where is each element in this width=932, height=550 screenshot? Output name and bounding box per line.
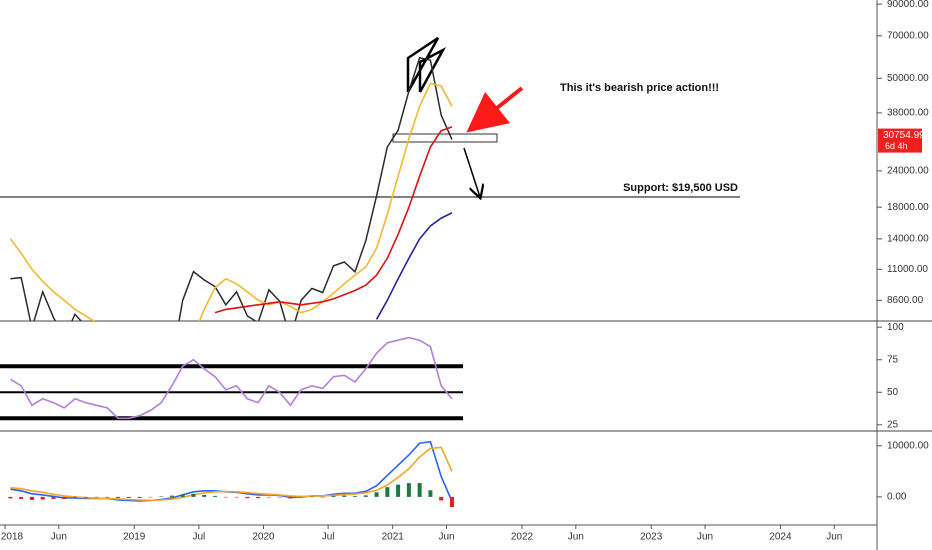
histogram-bar [245,496,250,499]
y-tick-label: 0.00 [887,492,907,503]
y-tick-label: 11000.00 [887,264,928,275]
wedge-pattern [406,36,447,93]
histogram-bar [417,483,422,497]
histogram-bar [385,487,390,497]
histogram-bar [180,494,185,497]
histogram-bar [363,495,368,497]
x-tick-label: 2020 [252,532,275,543]
y-tick-label: 24000.00 [887,166,929,177]
histogram-bar [331,495,336,497]
histogram-bar [309,496,314,498]
x-tick-label: Jul [192,532,205,543]
histogram-bar [191,493,196,497]
x-tick-label: Jun [826,532,842,543]
countdown: 6d 4h [885,141,908,151]
histogram-bar [353,496,358,497]
histogram-bar [342,495,347,497]
histogram-bar [105,496,110,498]
histogram-bar [396,484,401,497]
x-tick-label: Jun [697,532,713,543]
x-tick-label: 2019 [123,532,146,543]
y-tick-label: 38000.00 [887,108,929,119]
y-tick-label: 10000.00 [887,440,929,451]
x-tick-label: 2021 [382,532,405,543]
histogram-bar [116,496,121,498]
histogram-bar [83,496,88,498]
annotation-arrow [466,86,524,133]
y-tick-label: 90000.00 [887,0,929,10]
series-line [214,126,453,314]
histogram-bar [73,496,78,498]
pane [8,440,454,508]
y-tick-label: 75 [887,354,899,365]
histogram-bar [148,496,153,498]
histogram-bar [223,496,228,498]
annotation: This it's bearish price action!!! [560,82,719,94]
last-price-box [878,128,922,153]
x-tick-label: 2018 [1,532,24,543]
histogram-bar [62,496,67,499]
x-tick-label: 2022 [511,532,534,543]
support-label: Support: $19,500 USD [623,182,738,194]
histogram-bar [169,495,174,497]
histogram-bar [29,496,34,500]
histogram-bar [428,490,433,497]
histogram-bar [159,496,164,497]
y-tick-label: 50 [887,387,899,398]
pane [0,56,740,321]
histogram-bar [51,496,56,499]
histogram-bar [256,496,261,499]
histogram-bar [40,496,45,500]
series-line [9,336,453,420]
x-tick-label: Jun [568,532,584,543]
histogram-bar [213,495,218,497]
x-tick-label: Jul [322,532,335,543]
histogram-bar [406,483,411,497]
histogram-bar [299,496,304,498]
histogram-bar [202,494,207,497]
y-tick-label: 18000.00 [887,202,929,213]
x-tick-label: 2024 [769,532,792,543]
y-tick-label: 100 [887,322,904,333]
histogram-bar [288,496,293,499]
histogram-bar [277,496,282,498]
series-line [10,56,453,321]
y-tick-label: 70000.00 [887,30,929,41]
histogram-bar [234,496,239,498]
target-arrow [463,147,480,197]
y-tick-label: 8600.00 [887,295,924,306]
histogram-bar [126,496,131,498]
histogram-bar [374,492,379,497]
histogram-bar [94,496,99,498]
series-line [375,212,453,320]
histogram-bar [320,496,325,498]
pane [0,336,463,421]
histogram-bar [8,496,13,499]
x-tick-label: Jun [51,532,67,543]
drawings [392,36,524,197]
last-price: 30754.99 [883,130,925,141]
x-tick-label: Jun [439,532,455,543]
y-tick-label: 14000.00 [887,233,929,244]
histogram-bar [266,496,271,498]
histogram-bar [439,496,444,501]
histogram-bar [449,496,454,508]
histogram-bar [137,496,142,498]
histogram-bar [19,496,24,499]
x-tick-label: 2023 [640,532,663,543]
y-tick-label: 50000.00 [887,73,929,84]
series-line [9,82,453,321]
y-tick-label: 25 [887,419,899,430]
